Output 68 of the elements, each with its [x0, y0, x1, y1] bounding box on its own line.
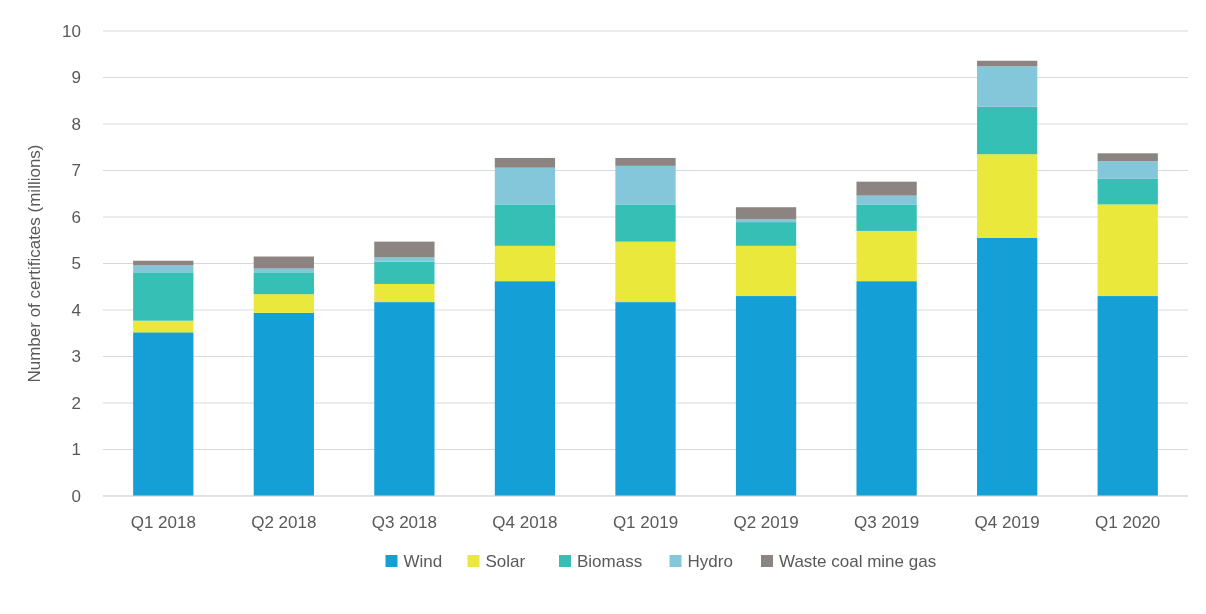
bar	[1097, 153, 1158, 162]
legend-label: Waste coal mine gas	[779, 551, 937, 571]
bar	[253, 294, 314, 313]
y-tick-label: 9	[71, 68, 81, 88]
bar	[977, 106, 1038, 155]
bar	[735, 207, 797, 220]
bar	[494, 167, 556, 205]
bar	[494, 281, 556, 496]
bar	[374, 241, 435, 258]
y-tick-label: 0	[71, 486, 81, 506]
x-tick-label: Q2 2019	[733, 513, 799, 532]
x-tick-label: Q1 2020	[1095, 513, 1161, 532]
y-tick-label: 10	[62, 21, 81, 41]
legend-label: Solar	[485, 551, 526, 571]
bar	[977, 154, 1038, 238]
bar	[856, 230, 917, 282]
bar	[735, 296, 797, 496]
bar	[977, 237, 1038, 496]
x-tick-label: Q4 2018	[492, 513, 558, 532]
y-tick-label: 6	[71, 207, 81, 227]
bar	[494, 204, 556, 246]
bar	[1097, 204, 1158, 297]
bar	[615, 302, 676, 496]
x-tick-label: Q1 2019	[612, 513, 679, 532]
bar	[253, 256, 314, 269]
bar	[977, 66, 1038, 107]
bar	[856, 195, 917, 205]
bar	[133, 265, 194, 273]
x-tick-label: Q2 2018	[251, 513, 317, 532]
bar	[615, 204, 676, 242]
bar	[615, 157, 676, 166]
y-axis-title: Number of certificates (millions)	[25, 144, 44, 383]
bar	[374, 283, 435, 303]
bar	[253, 312, 314, 496]
bar	[133, 320, 194, 333]
y-tick-label: 7	[71, 161, 81, 181]
bar	[374, 261, 435, 284]
bar	[494, 245, 556, 282]
bar	[615, 241, 676, 303]
y-tick-label: 5	[71, 254, 81, 274]
x-tick-label: Q3 2019	[853, 513, 920, 532]
bar	[374, 257, 435, 262]
legend-label: Wind	[403, 551, 443, 571]
bar	[374, 302, 435, 496]
bar	[133, 332, 194, 496]
y-tick-label: 1	[71, 440, 81, 460]
bar	[253, 272, 314, 295]
bar	[735, 222, 797, 246]
x-tick-label: Q3 2018	[371, 513, 438, 532]
legend-label: Hydro	[687, 551, 733, 571]
bar	[1097, 161, 1158, 179]
bar	[494, 157, 556, 168]
x-tick-label: Q4 2019	[974, 513, 1040, 532]
bar	[735, 219, 797, 223]
y-tick-label: 4	[71, 300, 81, 320]
bar	[133, 272, 194, 321]
x-tick-label: Q1 2018	[130, 513, 196, 532]
y-tick-label: 8	[71, 114, 81, 134]
bar	[856, 281, 917, 496]
bar	[1097, 178, 1158, 205]
bar	[735, 245, 797, 297]
y-tick-label: 3	[71, 347, 81, 367]
bar	[856, 181, 917, 196]
legend-label: Biomass	[577, 551, 643, 571]
bar	[1097, 296, 1158, 496]
y-tick-label: 2	[71, 393, 81, 413]
bar	[856, 204, 917, 231]
bar	[615, 165, 676, 205]
